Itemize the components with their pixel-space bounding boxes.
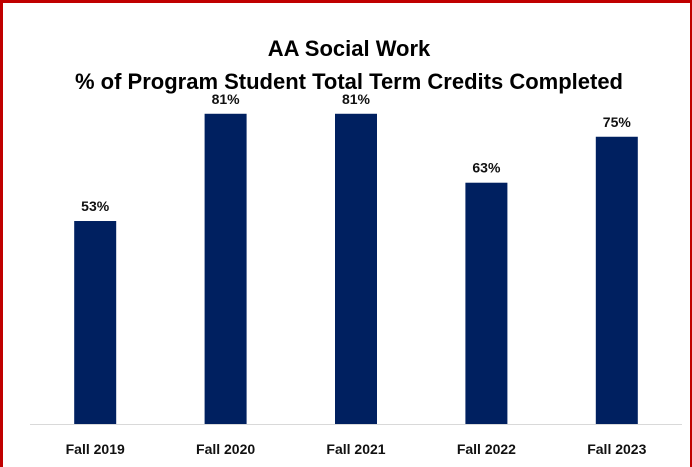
data-label: 81% [342,91,371,107]
x-tick-label: Fall 2021 [326,441,385,457]
bar-fall-2020 [204,113,247,425]
bar-fall-2022 [465,182,508,424]
x-tick-label: Fall 2022 [457,441,516,457]
x-tick-labels-group: Fall 2019 Fall 2020 Fall 2021 Fall 2022 Fall… [66,441,647,457]
chart-title: AA Social Work [267,36,431,61]
x-tick-label: Fall 2020 [196,441,255,457]
bar-fall-2019 [74,221,117,424]
bar-fall-2023 [595,136,638,424]
data-label: 53% [81,198,110,214]
x-tick-label: Fall 2019 [66,441,125,457]
data-label: 81% [212,91,241,107]
data-label: 63% [472,160,501,176]
chart-subtitle: % of Program Student Total Term Credits … [74,69,623,94]
data-label: 75% [603,114,632,130]
bars-group [74,113,638,425]
x-tick-label: Fall 2023 [587,441,646,457]
bar-fall-2021 [335,113,377,425]
data-labels-group: 53% 81% 81% 63% 75% [81,91,631,214]
